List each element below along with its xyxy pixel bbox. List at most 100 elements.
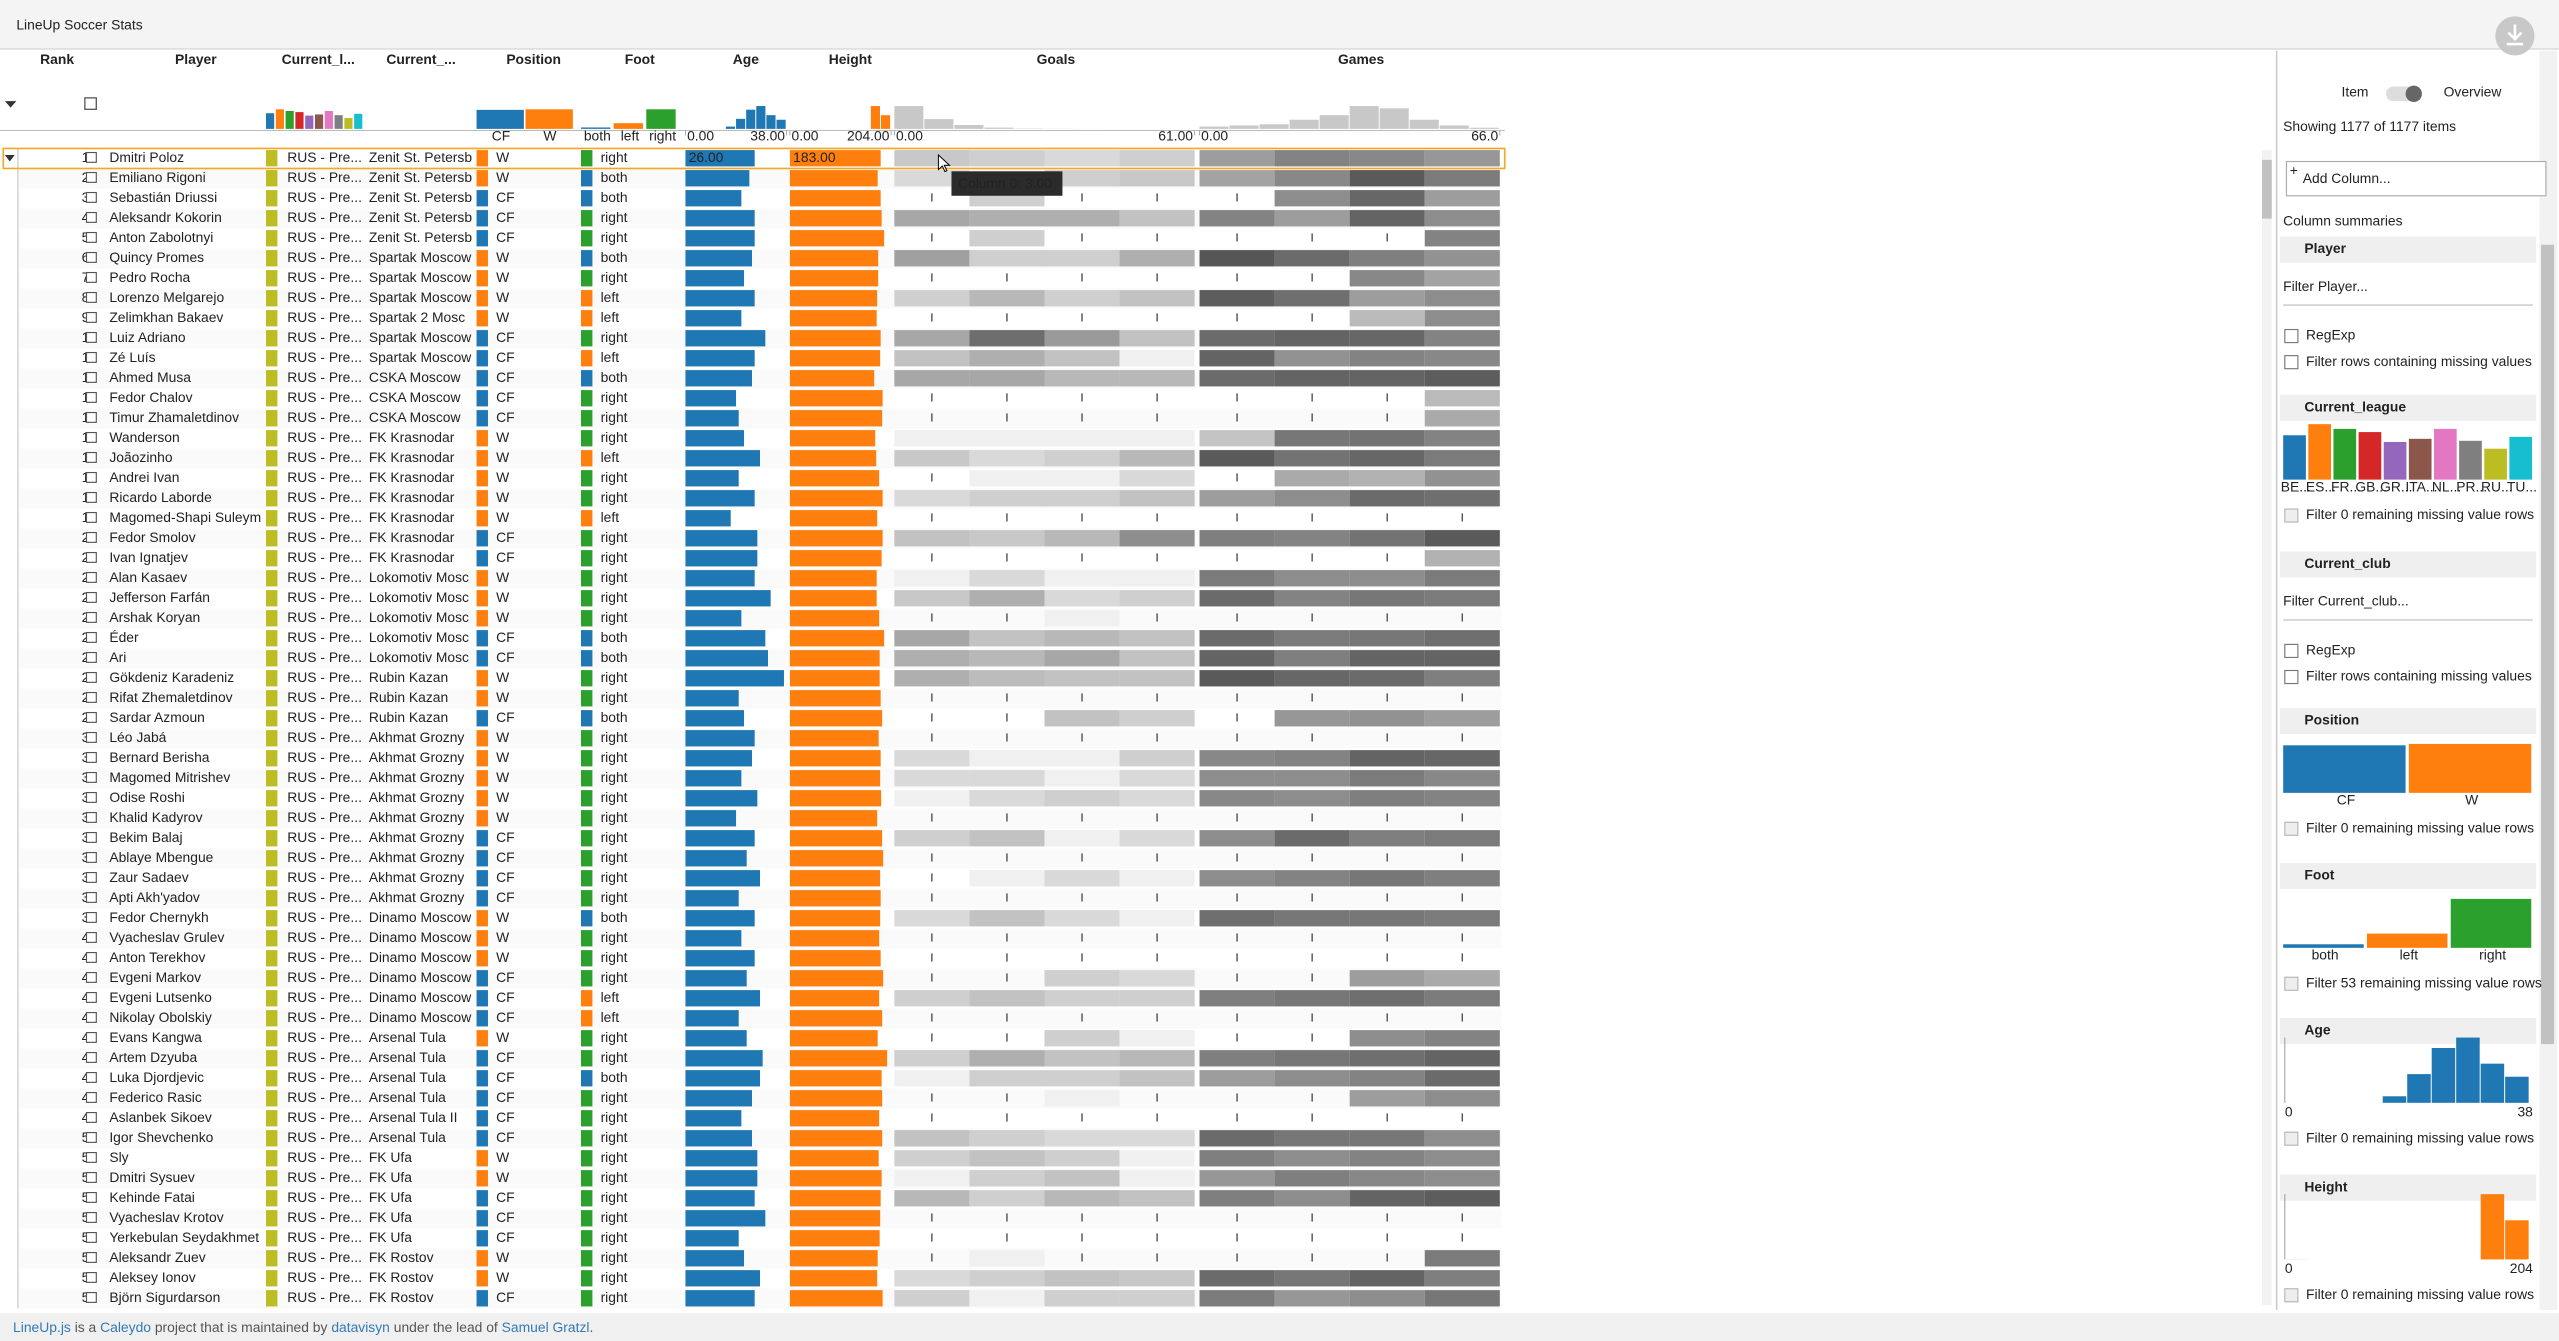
league-name: RUS - Pre... (287, 829, 362, 845)
row-checkbox[interactable] (85, 451, 97, 463)
row-checkbox[interactable] (85, 291, 97, 303)
row-checkbox[interactable] (85, 1112, 97, 1123)
row-checkbox[interactable] (85, 1232, 97, 1243)
row-checkbox[interactable] (85, 631, 97, 643)
row-checkbox[interactable] (85, 1152, 97, 1163)
row-checkbox[interactable] (85, 211, 97, 223)
row-checkbox[interactable] (85, 1252, 97, 1263)
row-checkbox[interactable] (85, 1272, 97, 1283)
table-scrollbar[interactable] (2261, 150, 2272, 1306)
row-checkbox[interactable] (85, 191, 97, 203)
row-checkbox[interactable] (85, 831, 97, 843)
row-checkbox[interactable] (85, 1192, 97, 1203)
row-checkbox[interactable] (85, 591, 97, 603)
row-checkbox[interactable] (85, 151, 97, 163)
foot: right (601, 149, 628, 165)
age-bar (685, 330, 766, 347)
row-checkbox[interactable] (85, 731, 97, 743)
row-checkbox[interactable] (85, 371, 97, 383)
row-checkbox[interactable] (85, 1292, 97, 1303)
row-checkbox[interactable] (85, 311, 97, 323)
league-name: RUS - Pre... (287, 509, 362, 525)
row-checkbox[interactable] (85, 1132, 97, 1143)
row-checkbox[interactable] (85, 611, 97, 623)
collapse-caret[interactable] (4, 101, 17, 108)
panel-scroll-thumb[interactable] (2541, 244, 2555, 1045)
row-checkbox[interactable] (85, 871, 97, 883)
row-checkbox[interactable] (85, 391, 97, 403)
games-cell (1199, 290, 1275, 307)
view-toggle-knob (2405, 85, 2422, 102)
filter-input[interactable]: Filter Current_club... (2283, 593, 2409, 609)
regexp-checkbox[interactable] (2284, 328, 2299, 344)
foot-swatch (580, 610, 593, 627)
row-checkbox[interactable] (85, 411, 97, 423)
row-checkbox[interactable] (85, 231, 97, 243)
foot-swatch (580, 670, 593, 687)
missing-checkbox[interactable] (2284, 669, 2299, 685)
row-checkbox[interactable] (85, 1212, 97, 1223)
regexp-checkbox[interactable] (2284, 643, 2299, 659)
position: CF (496, 889, 514, 905)
row-checkbox[interactable] (85, 891, 97, 903)
row-checkbox[interactable] (85, 1011, 97, 1023)
row-checkbox[interactable] (85, 511, 97, 523)
row-checkbox[interactable] (85, 951, 97, 963)
goals-cell (1119, 1030, 1195, 1047)
goals-cell (969, 910, 1045, 927)
position: CF (496, 1069, 514, 1085)
row-checkbox[interactable] (85, 671, 97, 683)
row-checkbox[interactable] (85, 171, 97, 183)
row-checkbox[interactable] (85, 931, 97, 943)
filter-input[interactable]: Filter Player... (2283, 278, 2368, 294)
row-checkbox[interactable] (85, 911, 97, 923)
row-checkbox[interactable] (85, 1172, 97, 1183)
position: W (496, 669, 510, 685)
row-checkbox[interactable] (85, 1031, 97, 1043)
league-name: RUS - Pre... (287, 169, 362, 185)
position-swatch (476, 930, 488, 947)
missing-checkbox[interactable] (2284, 355, 2299, 370)
row-checkbox[interactable] (85, 351, 97, 363)
row-checkbox[interactable] (85, 991, 97, 1003)
row-checkbox[interactable] (85, 971, 97, 983)
row-checkbox[interactable] (85, 691, 97, 703)
row-checkbox[interactable] (85, 271, 97, 283)
row-checkbox[interactable] (85, 331, 97, 343)
row-checkbox[interactable] (85, 551, 97, 563)
games-cell (1349, 270, 1425, 287)
foot-swatch (580, 1290, 593, 1307)
footer-link[interactable]: Samuel Gratzl (502, 1319, 590, 1335)
row-checkbox[interactable] (85, 851, 97, 863)
club-name: Rubin Kazan (369, 709, 448, 725)
axis-label: 0.00 (792, 128, 819, 144)
footer-link[interactable]: datavisyn (331, 1319, 390, 1335)
row-checkbox[interactable] (85, 531, 97, 543)
row-checkbox[interactable] (85, 711, 97, 723)
height-bar (789, 670, 880, 687)
league-swatch (266, 530, 278, 547)
row-checkbox[interactable] (85, 651, 97, 663)
row-checkbox[interactable] (85, 471, 97, 483)
row-checkbox[interactable] (85, 431, 97, 443)
goals-cell (1044, 1030, 1120, 1047)
add-column-input[interactable] (2285, 160, 2547, 197)
row-checkbox[interactable] (85, 771, 97, 783)
row-checkbox[interactable] (85, 751, 97, 763)
row-checkbox[interactable] (85, 791, 97, 803)
row-checkbox[interactable] (85, 491, 97, 503)
select-all-checkbox[interactable] (84, 97, 97, 110)
histogram-bar (746, 109, 756, 129)
row-checkbox[interactable] (85, 1072, 97, 1083)
games-cell (1199, 650, 1275, 667)
row-checkbox[interactable] (85, 811, 97, 823)
row-checkbox[interactable] (85, 251, 97, 263)
row-checkbox[interactable] (85, 571, 97, 583)
age-bar (685, 1070, 761, 1087)
footer-link[interactable]: Caleydo (100, 1319, 151, 1335)
table-scroll-thumb[interactable] (2261, 159, 2272, 219)
footer-link[interactable]: LineUp.js (13, 1319, 71, 1335)
row-checkbox[interactable] (85, 1051, 97, 1063)
row-checkbox[interactable] (85, 1092, 97, 1103)
position-swatch (476, 1030, 488, 1047)
